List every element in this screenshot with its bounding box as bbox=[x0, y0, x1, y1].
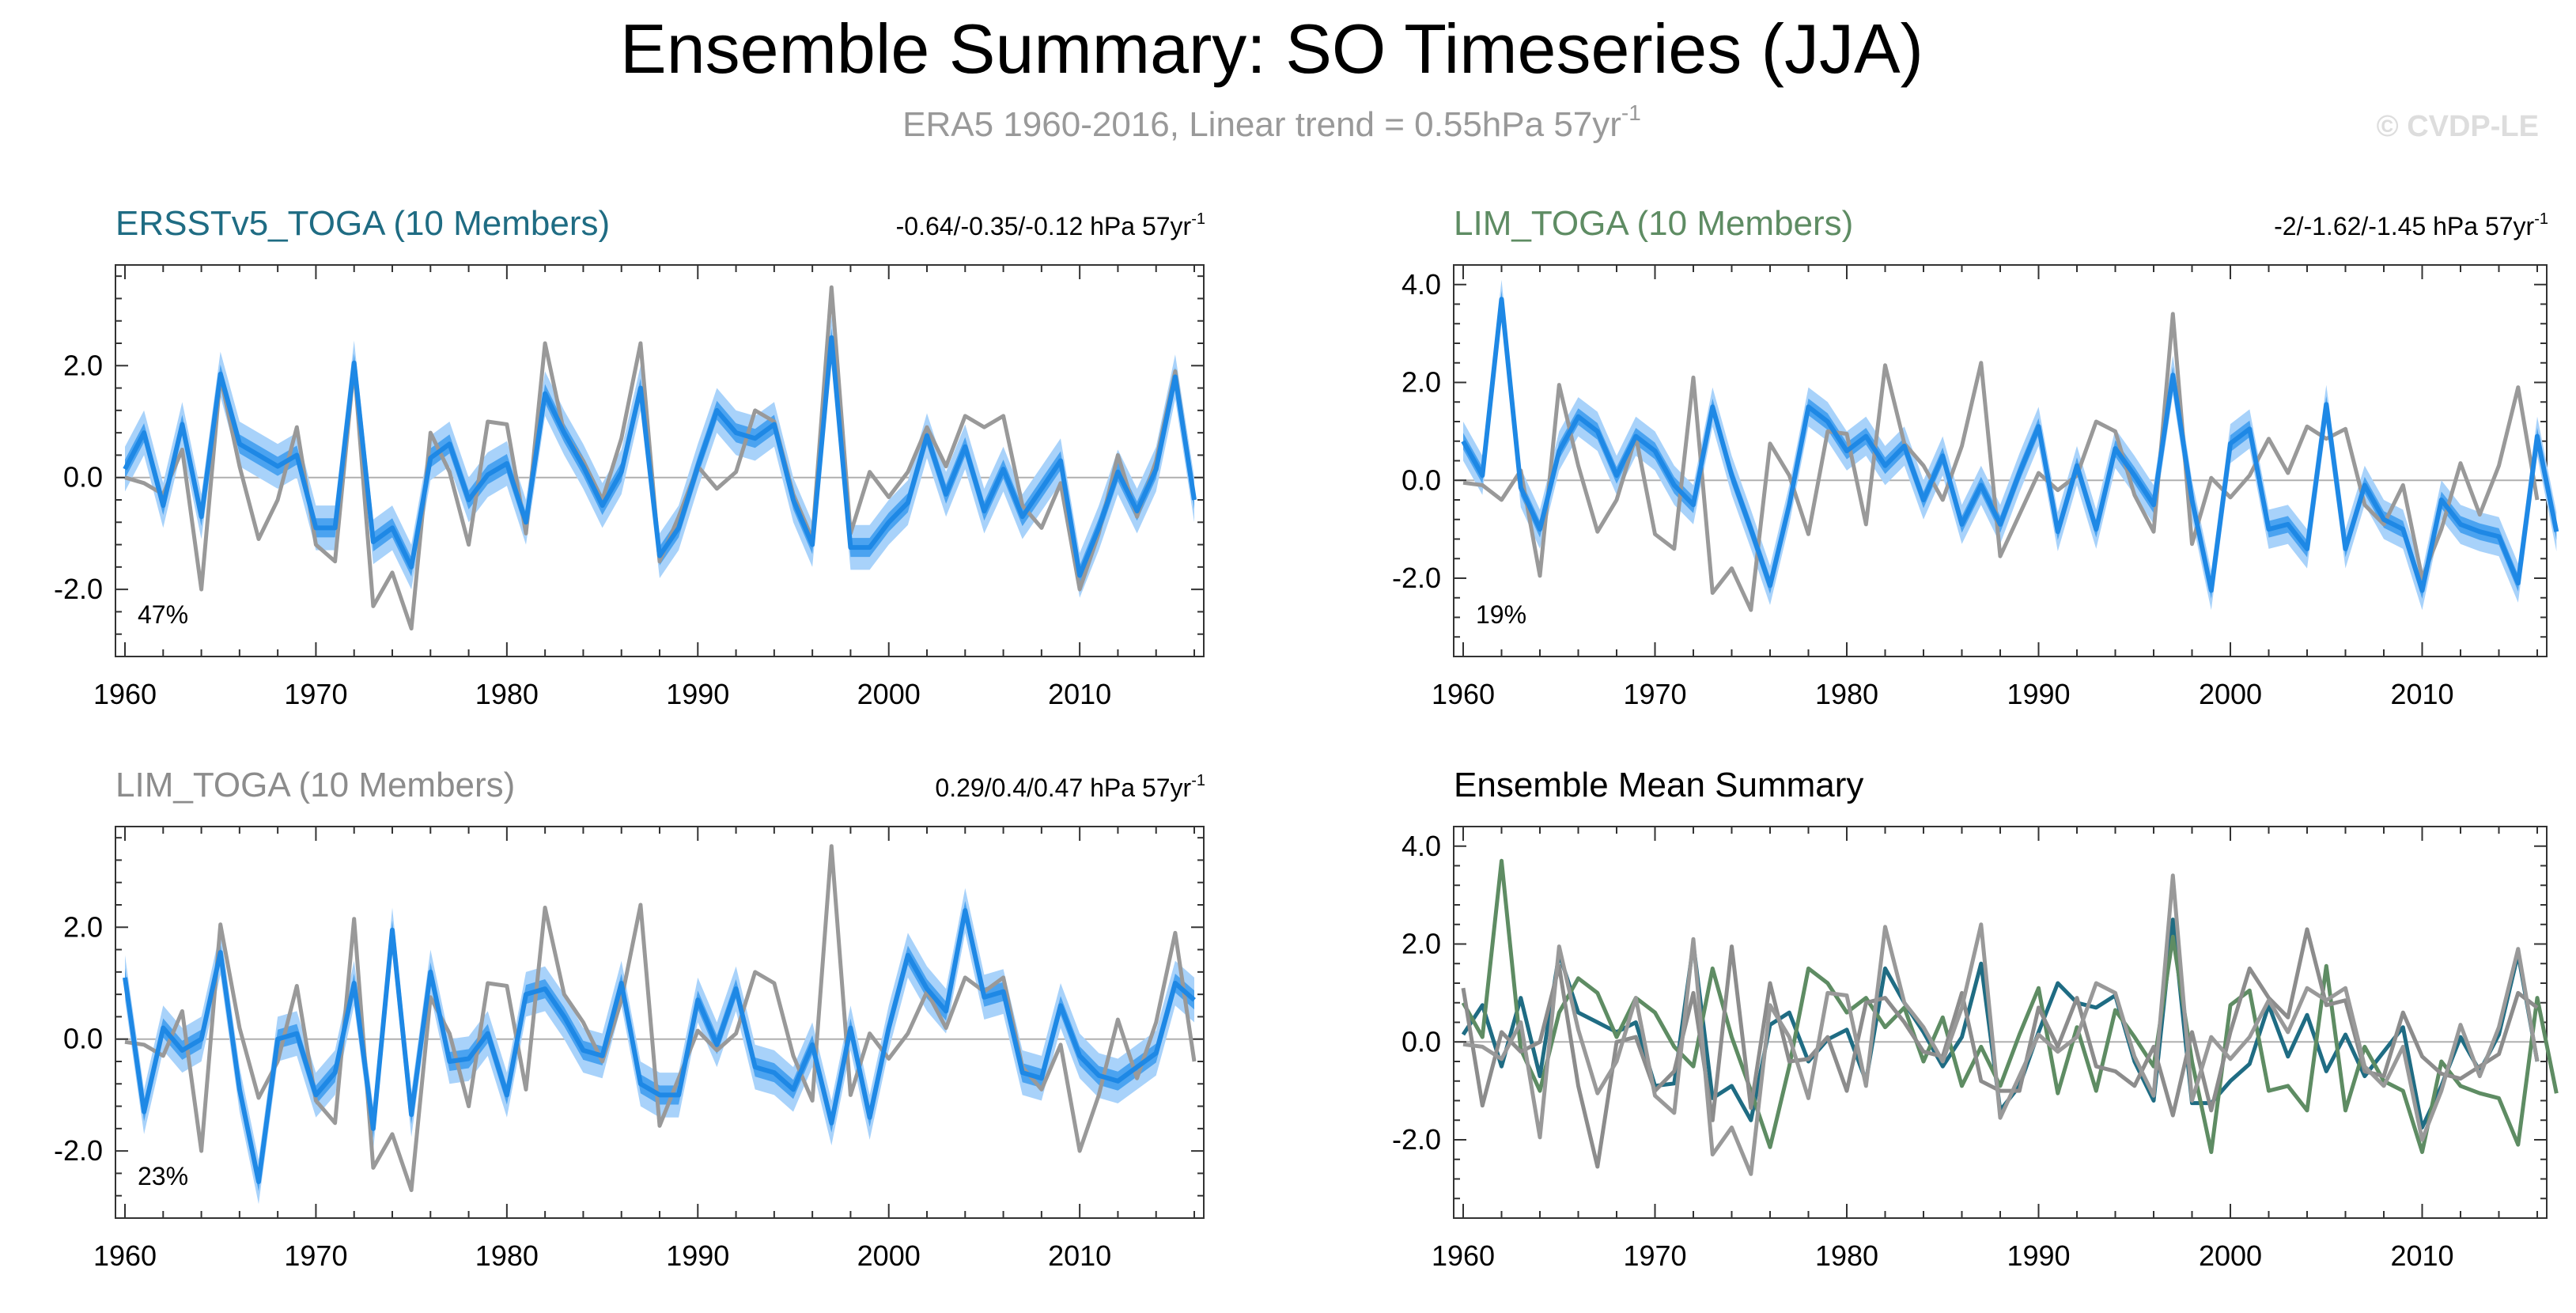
x-tick-label: 1990 bbox=[2007, 678, 2070, 710]
trend-superscript: -1 bbox=[1191, 772, 1205, 789]
y-tick-label: -2.0 bbox=[1392, 562, 1441, 594]
trend-superscript: -1 bbox=[1191, 210, 1205, 228]
panel-percent-label: 19% bbox=[1476, 600, 1526, 629]
panel-trend-label: -0.64/-0.35/-0.12 hPa 57yr-1 bbox=[896, 210, 1205, 240]
panel-percent-label: 23% bbox=[138, 1162, 188, 1190]
x-tick-label: 1980 bbox=[1815, 678, 1878, 710]
y-tick-label: 2.0 bbox=[63, 349, 103, 381]
watermark: © CVDP-LE bbox=[2377, 110, 2539, 143]
panel-4: Ensemble Mean Summary -2.0 0.0 2.0 4.0 1960 19… bbox=[1392, 766, 2559, 1272]
panel-trend-label: 0.29/0.4/0.47 hPa 57yr-1 bbox=[935, 772, 1205, 802]
x-tick-label: 1980 bbox=[1815, 1239, 1878, 1272]
ensemble-mean-line bbox=[123, 908, 1196, 1184]
panel-title: LIM_TOGA (10 Members) bbox=[115, 766, 515, 804]
summary-series-line bbox=[1462, 873, 2540, 1176]
summary-series-line bbox=[1461, 858, 2559, 1154]
x-tick-label: 1990 bbox=[2007, 1239, 2070, 1272]
x-tick-label: 1960 bbox=[93, 678, 157, 710]
trend-text: 0.29/0.4/0.47 hPa 57yr bbox=[935, 774, 1191, 802]
x-tick-label: 1960 bbox=[93, 1239, 157, 1272]
x-tick-label: 1970 bbox=[284, 678, 347, 710]
x-tick-label: 2000 bbox=[2199, 678, 2262, 710]
y-tick-label: 0.0 bbox=[63, 461, 103, 494]
y-tick-label: 0.0 bbox=[1401, 1025, 1441, 1058]
x-tick-label: 2010 bbox=[1048, 678, 1111, 710]
ensemble-mean-line bbox=[1461, 297, 2559, 593]
x-tick-label: 2010 bbox=[2390, 678, 2453, 710]
panel-1: ERSSTv5_TOGA (10 Members) -0.64/-0.35/-0.… bbox=[54, 204, 1205, 710]
x-tick-label: 2000 bbox=[857, 1239, 921, 1272]
x-tick-label: 2010 bbox=[1048, 1239, 1111, 1272]
y-tick-label: -2.0 bbox=[54, 573, 103, 605]
x-tick-label: 1960 bbox=[1432, 1239, 1495, 1272]
x-tick-label: 1970 bbox=[1623, 678, 1686, 710]
obs-series-line bbox=[124, 285, 1197, 631]
panel-title: LIM_TOGA (10 Members) bbox=[1454, 204, 1853, 243]
panel-percent-label: 47% bbox=[138, 600, 188, 629]
y-tick-label: 2.0 bbox=[63, 910, 103, 943]
x-tick-label: 1980 bbox=[475, 678, 539, 710]
figure-subtitle: ERA5 1960-2016, Linear trend = 0.55hPa 5… bbox=[902, 100, 1641, 144]
panels-container: ERSSTv5_TOGA (10 Members) -0.64/-0.35/-0.… bbox=[54, 204, 2559, 1272]
panel-trend-label: -2/-1.62/-1.45 hPa 57yr-1 bbox=[2274, 210, 2548, 240]
obs-series-line bbox=[1462, 312, 2540, 612]
panel-3: LIM_TOGA (10 Members) 0.29/0.4/0.47 hPa 5… bbox=[54, 766, 1205, 1272]
trend-text: -0.64/-0.35/-0.12 hPa 57yr bbox=[896, 212, 1192, 240]
subtitle-text: ERA5 1960-2016, Linear trend = 0.55hPa 5… bbox=[902, 105, 1621, 144]
x-tick-label: 2000 bbox=[857, 678, 921, 710]
subtitle-superscript: -1 bbox=[1621, 100, 1641, 125]
figure-title: Ensemble Summary: SO Timeseries (JJA) bbox=[620, 9, 1923, 88]
y-tick-label: -2.0 bbox=[1392, 1123, 1441, 1156]
y-tick-label: 0.0 bbox=[63, 1023, 103, 1055]
x-tick-label: 1990 bbox=[666, 678, 729, 710]
trend-superscript: -1 bbox=[2534, 210, 2548, 228]
y-tick-label: 0.0 bbox=[1401, 464, 1441, 496]
panel-title: Ensemble Mean Summary bbox=[1454, 766, 1863, 804]
x-tick-label: 1960 bbox=[1432, 678, 1495, 710]
x-tick-label: 1990 bbox=[666, 1239, 729, 1272]
x-tick-label: 1970 bbox=[284, 1239, 347, 1272]
x-tick-label: 1980 bbox=[475, 1239, 539, 1272]
trend-text: -2/-1.62/-1.45 hPa 57yr bbox=[2274, 212, 2534, 240]
y-tick-label: -2.0 bbox=[54, 1134, 103, 1167]
y-tick-label: 4.0 bbox=[1401, 268, 1441, 301]
y-tick-label: 4.0 bbox=[1401, 830, 1441, 862]
x-tick-label: 2010 bbox=[2390, 1239, 2453, 1272]
panel-title: ERSSTv5_TOGA (10 Members) bbox=[115, 204, 610, 243]
y-tick-label: 2.0 bbox=[1401, 928, 1441, 960]
ensemble-spread-inner bbox=[125, 327, 1194, 585]
y-tick-label: 2.0 bbox=[1401, 366, 1441, 399]
x-tick-label: 2000 bbox=[2199, 1239, 2262, 1272]
panel-2: LIM_TOGA (10 Members) -2/-1.62/-1.45 hPa … bbox=[1392, 204, 2559, 710]
ensemble-mean-line bbox=[123, 335, 1197, 578]
x-tick-label: 1970 bbox=[1623, 1239, 1686, 1272]
ensemble-spread-outer bbox=[125, 887, 1194, 1205]
ensemble-spread-inner bbox=[1463, 290, 2557, 599]
